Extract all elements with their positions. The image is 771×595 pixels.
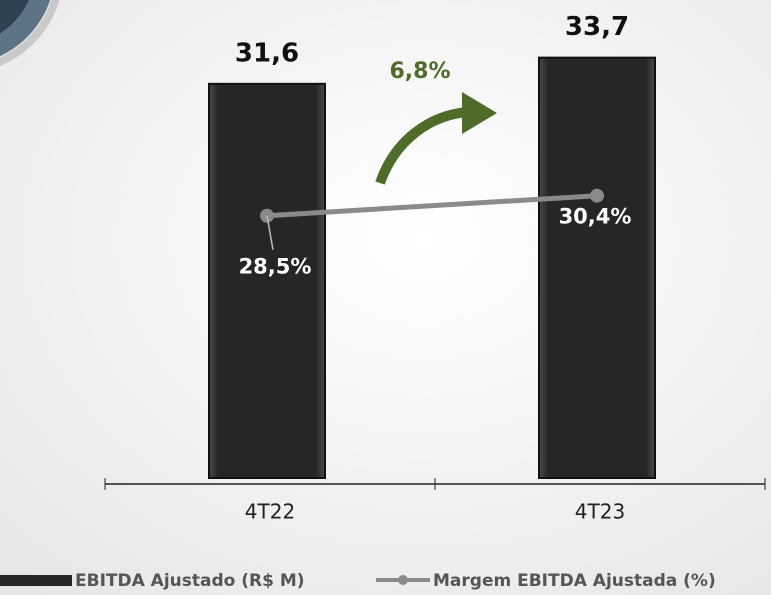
bar <box>538 56 656 479</box>
line-point <box>590 188 604 203</box>
x-tick-label: 4T22 <box>245 500 295 524</box>
x-tick-label: 4T23 <box>575 500 625 524</box>
line <box>266 193 598 219</box>
bar-value-label: 33,7 <box>565 12 629 42</box>
line-value-label: 28,5% <box>239 255 312 279</box>
legend-label: Margem EBITDA Ajustada (%) <box>433 571 716 591</box>
legend: EBITDA Ajustado (R$ M) Margem EBITDA Ajus… <box>0 571 716 591</box>
bar <box>208 82 326 480</box>
watch-decoration <box>0 0 60 66</box>
legend-swatch <box>398 575 408 585</box>
plot: 31,6 33,7 28,5% 30,4% <box>208 12 656 480</box>
bar-value-label: 31,6 <box>235 38 299 68</box>
growth-arrow <box>375 107 469 185</box>
leader-line <box>266 215 274 250</box>
legend-label: EBITDA Ajustado (R$ M) <box>75 571 305 591</box>
growth-arrow-head <box>462 92 497 134</box>
legend-swatch <box>0 575 72 586</box>
line-value-label: 30,4% <box>559 205 632 229</box>
annotation: 6,8% <box>389 59 450 84</box>
